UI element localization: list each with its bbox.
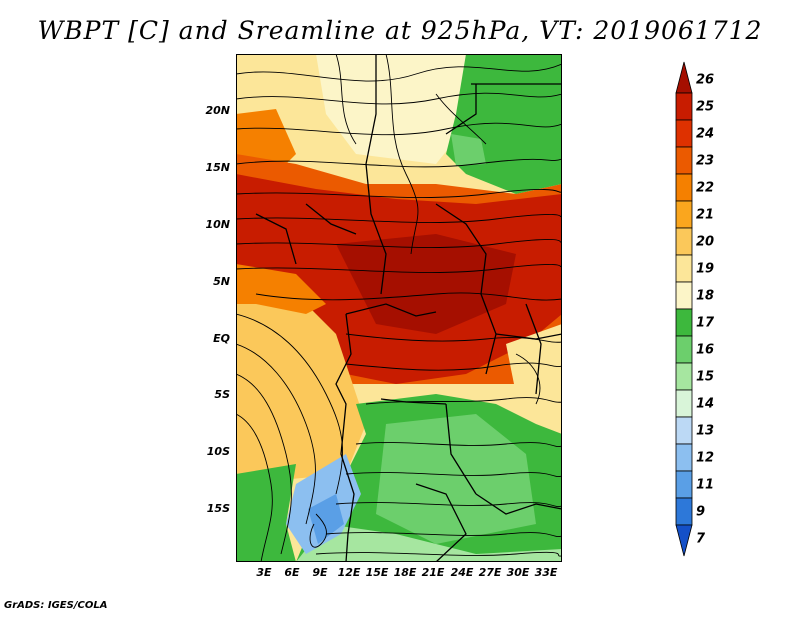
colorbar: 26 25 24 23 22 21 20 19 18 17 16 15 14 13 12 11 9 7: [675, 61, 715, 557]
zone-southwest-coolest: [308, 494, 344, 544]
colorbar-label: 9: [696, 505, 705, 520]
colorbar-label: 19: [696, 262, 714, 277]
footer-credit: GrADS: IGES/COLA: [4, 600, 108, 611]
lon-axis: 3E 6E 9E 12E 15E 18E 21E 24E 27E 30E 33E: [256, 566, 558, 579]
colorbar-label: 14: [696, 397, 714, 412]
colorbar-label: 17: [696, 316, 715, 331]
zone-northeast-green-light: [451, 134, 486, 166]
zone-southwest-green: [236, 464, 296, 562]
zone-east-yellow: [506, 324, 562, 434]
lat-label-5n: 5N: [213, 275, 230, 288]
lat-label-10n: 10N: [205, 218, 230, 231]
colorbar-segment: [675, 281, 693, 310]
lat-axis: 20N 15N 10N 5N EQ 5S 10S 15S: [205, 104, 230, 515]
lon-label-30e: 30E: [507, 566, 530, 579]
colorbar-label: 20: [696, 235, 714, 250]
lat-label-15n: 15N: [205, 161, 230, 174]
map-title: WBPT [C] and Sreamline at 925hPa, VT: 20…: [37, 16, 763, 45]
colorbar-segment: [675, 308, 693, 337]
lat-label-5s: 5S: [214, 388, 230, 401]
zone-sahara-pale: [316, 54, 476, 164]
colorbar-label: 11: [696, 478, 714, 493]
zone-gulf-orange: [236, 264, 326, 314]
country-borders: [255, 54, 562, 562]
colorbar-label: 12: [696, 451, 714, 466]
colorbar-label: 23: [696, 154, 714, 169]
colorbar-label: 25: [696, 100, 714, 115]
colorbar-label: 24: [696, 127, 714, 142]
colorbar-segment: [675, 470, 693, 499]
lon-label-33e: 33E: [535, 566, 558, 579]
lon-label-9e: 9E: [312, 566, 328, 579]
lat-label-20n: 20N: [205, 104, 230, 117]
colorbar-segment: [675, 497, 693, 526]
colorbar-segment: [675, 227, 693, 256]
colorbar-segment: [675, 200, 693, 229]
lon-label-24e: 24E: [451, 566, 474, 579]
colorbar-segment: [675, 173, 693, 202]
zone-equatorial-dark: [336, 234, 516, 334]
lon-label-12e: 12E: [338, 566, 361, 579]
lon-label-6e: 6E: [284, 566, 300, 579]
colorbar-segment: [675, 362, 693, 391]
colorbar-label: 21: [696, 208, 714, 223]
lon-label-27e: 27E: [479, 566, 502, 579]
colorbar-segment: [675, 254, 693, 283]
colorbar-segment: [675, 416, 693, 445]
colorbar-segment: [675, 389, 693, 418]
colorbar-label: 7: [696, 532, 706, 547]
colorbar-segment: [675, 335, 693, 364]
lon-label-3e: 3E: [256, 566, 272, 579]
lat-label-10s: 10S: [207, 445, 230, 458]
colorbar-segment: [675, 61, 693, 94]
colorbar-label: 15: [696, 370, 714, 385]
colorbar-label: 13: [696, 424, 714, 439]
colorbar-segment: [675, 524, 693, 557]
colorbar-segment: [675, 119, 693, 148]
streamline-map: [236, 54, 562, 562]
lon-label-18e: 18E: [394, 566, 417, 579]
colorbar-segment: [675, 92, 693, 121]
lat-label-eq: EQ: [213, 332, 230, 345]
colorbar-label: 16: [696, 343, 714, 358]
colorbar-segment: [675, 146, 693, 175]
colorbar-label: 18: [696, 289, 714, 304]
zone-west-south-yellow: [236, 274, 366, 484]
lon-label-15e: 15E: [366, 566, 389, 579]
lat-label-15s: 15S: [207, 502, 230, 515]
streamlines: [236, 54, 562, 562]
zone-southern-light-green: [376, 414, 536, 544]
colorbar-label: 26: [696, 73, 714, 88]
colorbar-label: 22: [696, 181, 714, 196]
lon-label-21e: 21E: [422, 566, 445, 579]
colorbar-segment: [675, 443, 693, 472]
